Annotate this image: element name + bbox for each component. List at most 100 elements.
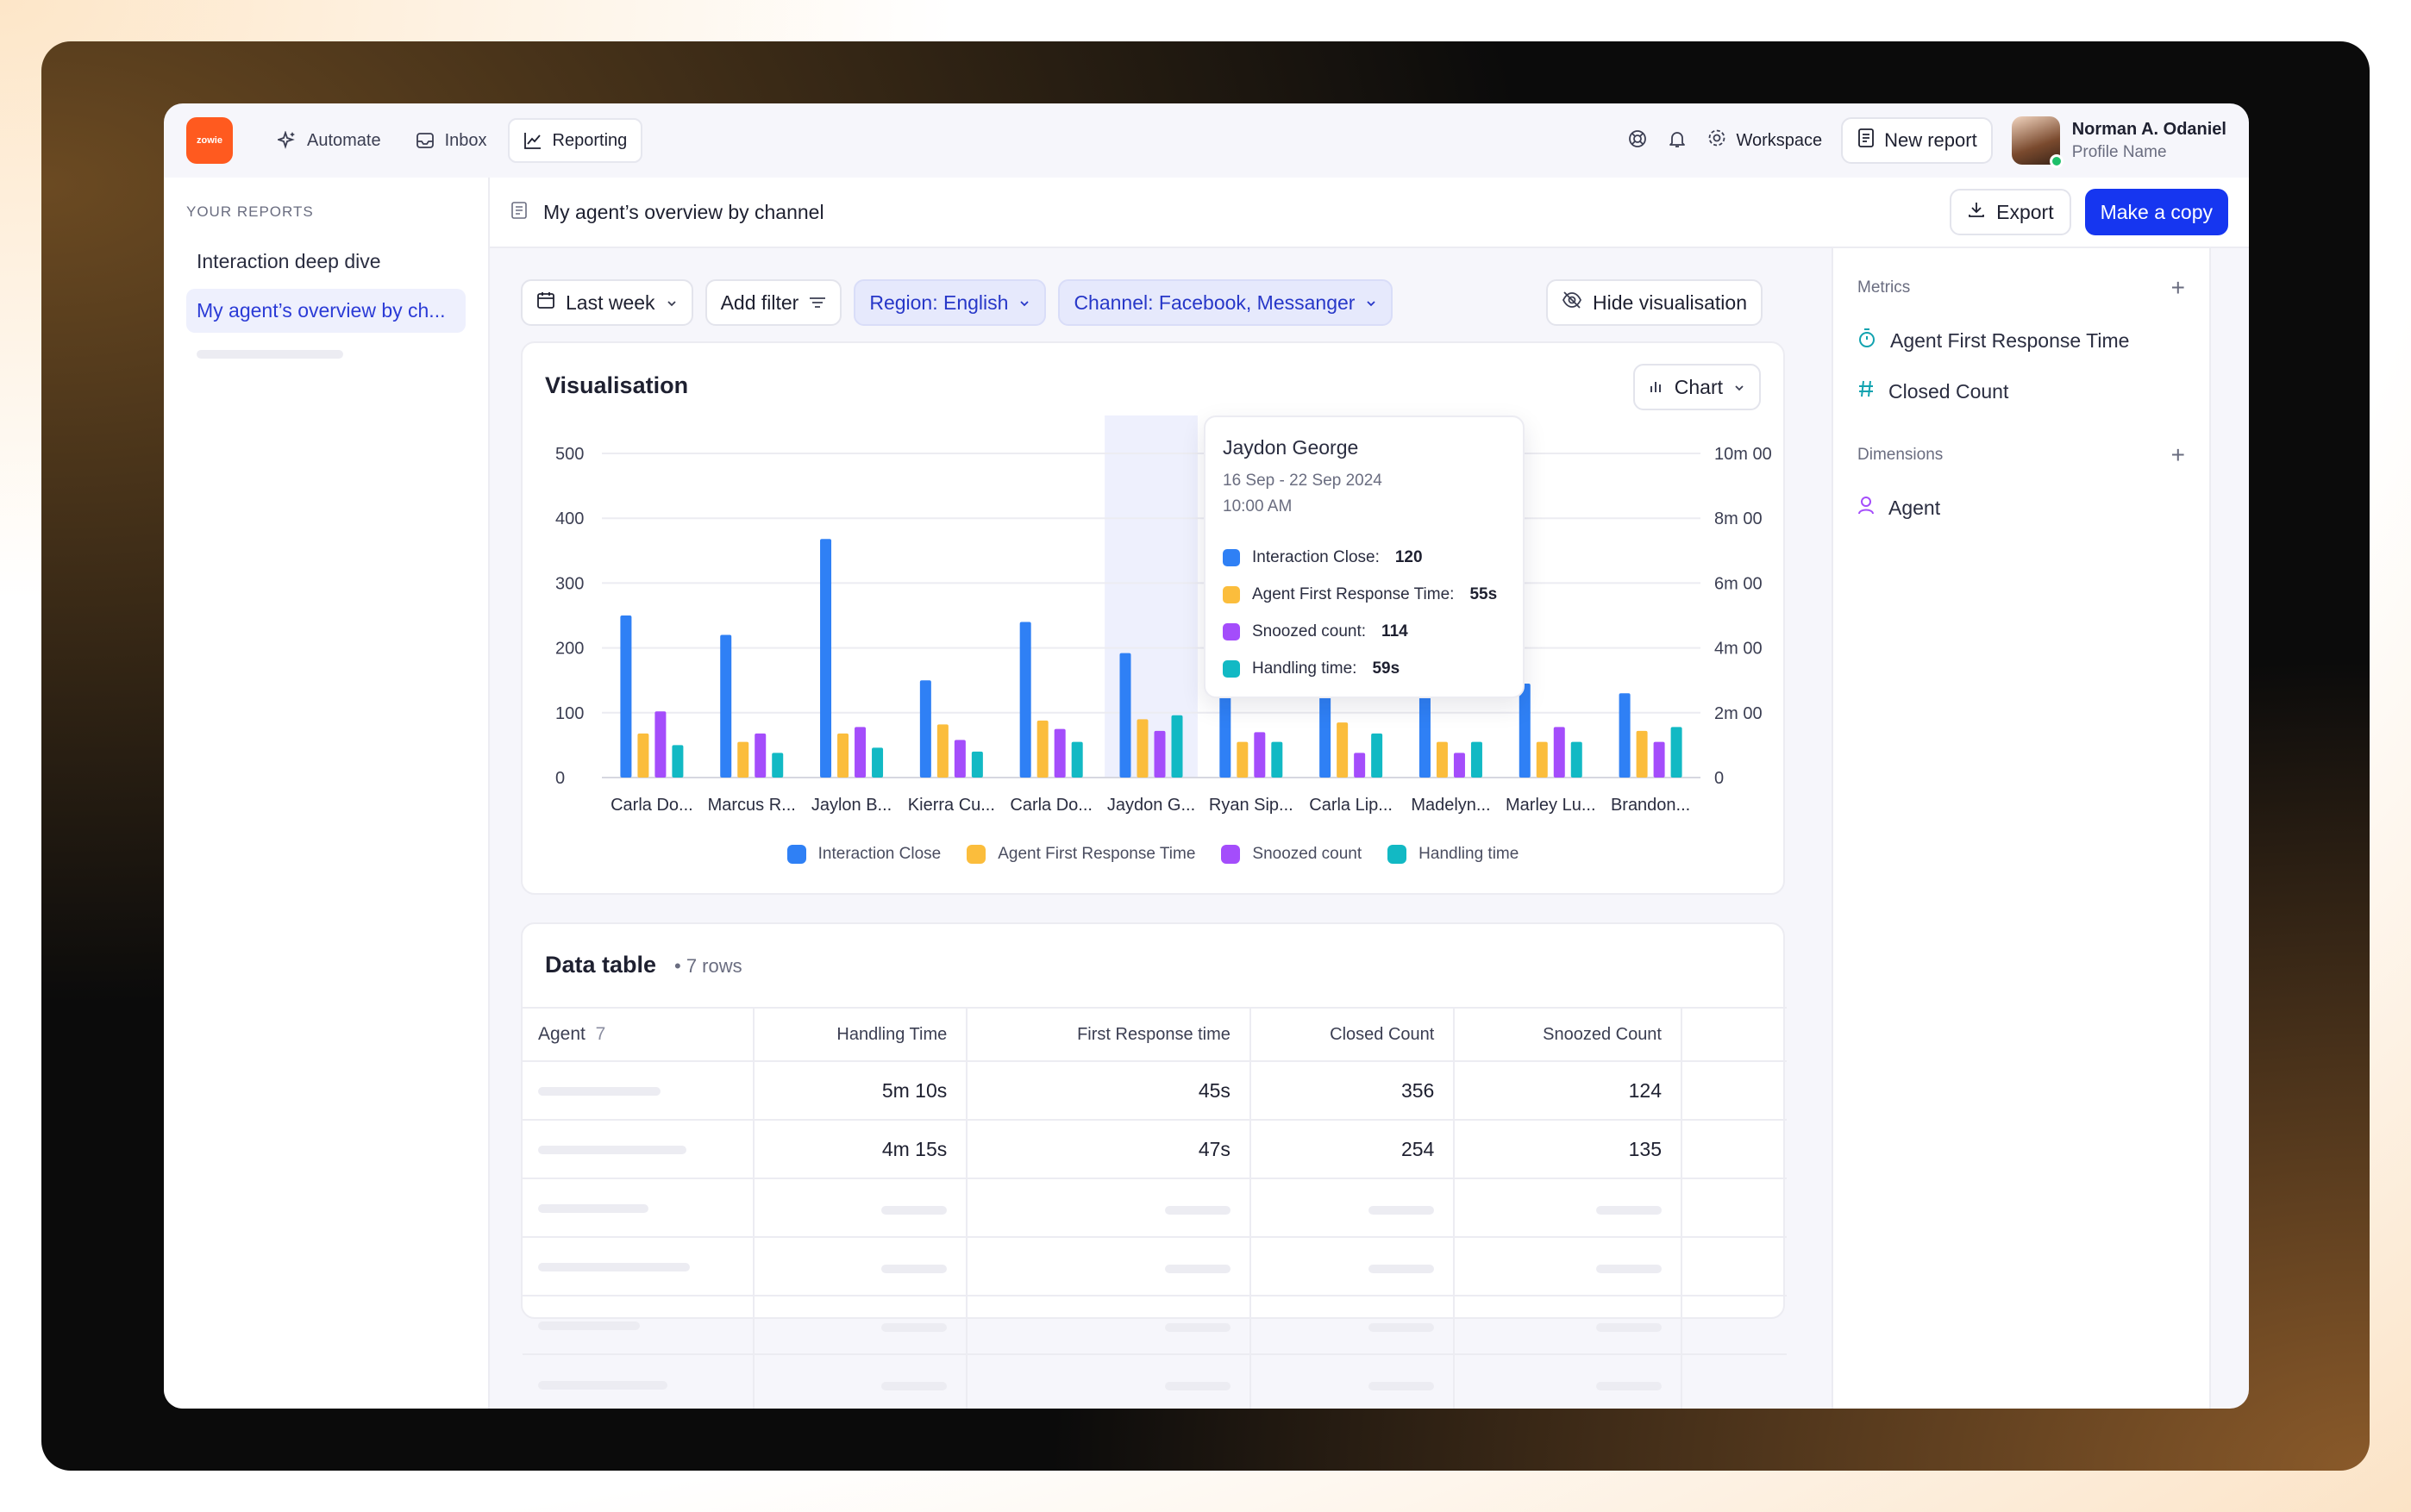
- bar-chart-icon: [1649, 376, 1664, 399]
- legend-swatch: [967, 845, 986, 864]
- sidebar-title: YOUR REPORTS: [186, 203, 314, 220]
- zowie-logo[interactable]: zowie: [186, 117, 233, 164]
- bar: [1254, 732, 1266, 778]
- bar: [1337, 722, 1349, 778]
- stopwatch-icon: [1857, 328, 1876, 353]
- bar: [936, 724, 949, 778]
- user-menu[interactable]: Norman A. Odaniel Profile Name: [2011, 116, 2226, 168]
- tooltip-agent-name: Jaydon George: [1223, 436, 1359, 459]
- tooltip-row-label: Snoozed count:: [1252, 622, 1367, 640]
- column-header-closed-count[interactable]: Closed Count: [1249, 1007, 1455, 1061]
- sidebar-item-agents-overview[interactable]: My agent’s overview by ch...: [186, 289, 466, 333]
- swatch-icon: [1223, 622, 1240, 640]
- y-tick-label-left: 200: [555, 640, 584, 659]
- reports-sidebar: YOUR REPORTS Interaction deep dive My ag…: [164, 178, 490, 1409]
- closed-count-cell: 254: [1249, 1119, 1455, 1178]
- tooltip-row-label: Interaction Close:: [1252, 547, 1380, 566]
- bar: [1371, 733, 1383, 778]
- y-tick-label-right: 10m 00: [1714, 445, 1772, 464]
- add-dimension-plus-icon[interactable]: +: [2170, 441, 2185, 468]
- x-tick-label: Carla Do...: [611, 796, 693, 815]
- bar: [1119, 653, 1131, 778]
- y-tick-label-right: 6m 00: [1714, 574, 1763, 593]
- x-tick-label: Kierra Cu...: [908, 796, 995, 815]
- skeleton-bar: [881, 1205, 948, 1215]
- add-filter-label: Add filter: [720, 291, 799, 314]
- table-row-skeleton: [523, 1178, 1787, 1237]
- date-filter[interactable]: Last week: [521, 279, 693, 326]
- legend-item[interactable]: Interaction Close: [786, 845, 941, 864]
- table-row[interactable]: 4m 15s 47s 254 135: [523, 1119, 1787, 1178]
- make-copy-button[interactable]: Make a copy: [2084, 189, 2228, 235]
- new-report-button[interactable]: New report: [1841, 117, 1993, 164]
- metric-item[interactable]: Closed Count: [1857, 379, 2185, 403]
- x-tick-label: Jaydon G...: [1107, 796, 1195, 815]
- bar: [919, 680, 931, 778]
- nav-reporting[interactable]: Reporting: [507, 118, 643, 163]
- legend-label: Snoozed count: [1252, 845, 1362, 863]
- workspace-button[interactable]: Workspace: [1706, 128, 1822, 153]
- filter-lines-icon: [809, 291, 826, 315]
- data-table-card: Data table • 7 rows Agent 7 Handling Tim…: [521, 922, 1787, 1409]
- skeleton-bar: [881, 1322, 948, 1332]
- column-header-first-response[interactable]: First Response time: [966, 1007, 1250, 1061]
- bar: [755, 733, 767, 778]
- bar: [720, 634, 732, 778]
- column-label: Agent: [538, 1024, 586, 1044]
- hide-visualisation-button[interactable]: Hide visualisation: [1546, 279, 1763, 326]
- bar: [971, 751, 983, 778]
- region-filter[interactable]: Region: English: [854, 279, 1047, 326]
- help-icon[interactable]: [1627, 128, 1648, 153]
- bell-icon[interactable]: [1667, 128, 1688, 153]
- handling-time-cell: 4m 15s: [752, 1119, 968, 1178]
- report-header: My agent’s overview by channel Export Ma…: [490, 178, 2249, 248]
- filter-bar: Last week Add filter Region: English Cha…: [521, 279, 1763, 326]
- user-profile-name: Profile Name: [2071, 142, 2167, 161]
- nav-automate[interactable]: Automate: [264, 118, 395, 163]
- tooltip-row-value: 120: [1394, 547, 1423, 566]
- chevron-down-icon: [666, 291, 678, 315]
- bar: [837, 733, 849, 778]
- add-metric-plus-icon[interactable]: +: [2170, 274, 2185, 301]
- x-tick-label: Jaylon B...: [811, 796, 892, 815]
- channel-filter[interactable]: Channel: Facebook, Messanger: [1058, 279, 1393, 326]
- chart-legend: Interaction Close Agent First Response T…: [523, 845, 1783, 864]
- skeleton-bar: [1164, 1322, 1231, 1332]
- add-filter-button[interactable]: Add filter: [705, 279, 842, 326]
- gear-icon: [1706, 128, 1727, 153]
- nav-automate-label: Automate: [307, 130, 381, 150]
- column-header-agent[interactable]: Agent 7: [523, 1007, 754, 1061]
- visualisation-title: Visualisation: [545, 372, 689, 398]
- sidebar-item-interaction-deep-dive[interactable]: Interaction deep dive: [197, 250, 381, 272]
- download-icon: [1967, 200, 1986, 224]
- legend-item[interactable]: Handling time: [1387, 845, 1519, 864]
- snoozed-count-cell: 124: [1453, 1060, 1681, 1120]
- chart-type-dropdown[interactable]: Chart: [1632, 364, 1761, 410]
- bar: [1570, 741, 1582, 778]
- table-row[interactable]: 5m 10s 45s 356 124: [523, 1060, 1787, 1120]
- bar: [1354, 753, 1366, 778]
- x-tick-label: Madelyn...: [1411, 796, 1490, 815]
- legend-label: Agent First Response Time: [998, 845, 1196, 863]
- y-tick-label-left: 500: [555, 445, 584, 464]
- bar: [654, 711, 667, 778]
- tooltip-row: Agent First Response Time: 55s: [1223, 576, 1506, 613]
- region-filter-label: Region: English: [869, 291, 1009, 314]
- legend-item[interactable]: Snoozed count: [1221, 845, 1362, 864]
- legend-swatch: [1221, 845, 1241, 864]
- nav-inbox[interactable]: Inbox: [402, 118, 501, 163]
- skeleton-bar: [1368, 1382, 1435, 1390]
- dimension-item[interactable]: Agent: [1857, 495, 2185, 521]
- column-header-snoozed-count[interactable]: Snoozed Count: [1453, 1007, 1681, 1061]
- metric-item[interactable]: Agent First Response Time: [1857, 328, 2185, 353]
- skeleton-bar: [881, 1382, 948, 1390]
- first-response-cell: 47s: [966, 1119, 1250, 1178]
- column-header-handling-time[interactable]: Handling Time: [752, 1007, 968, 1061]
- skeleton-bar: [1368, 1205, 1435, 1215]
- export-button[interactable]: Export: [1950, 189, 2071, 235]
- app-window: zowie Automate Inbox Reporting: [164, 103, 2249, 1409]
- legend-item[interactable]: Agent First Response Time: [967, 845, 1195, 864]
- bar: [1271, 741, 1283, 778]
- agent-count: 7: [595, 1024, 606, 1044]
- skeleton-bar: [1596, 1382, 1662, 1390]
